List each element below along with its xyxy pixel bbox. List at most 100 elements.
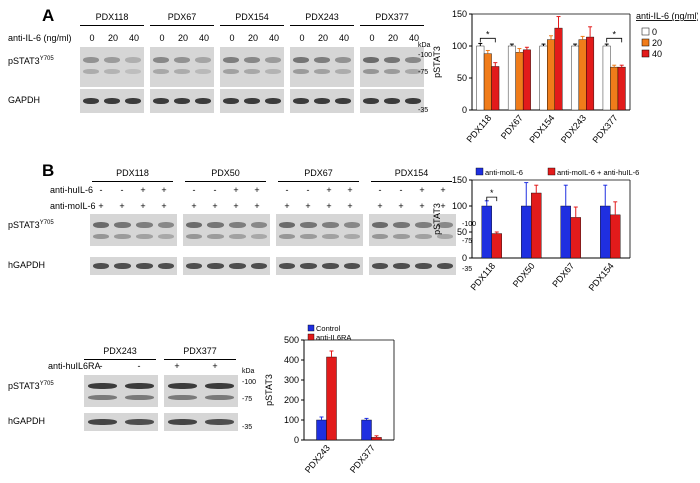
panel-b-pstat3-blot-band <box>207 222 224 228</box>
panel-c-row-pstat3: pSTAT3Y705 <box>8 381 54 391</box>
panel-b-pstat3-blot-band <box>278 222 296 228</box>
panel-b-sign: - <box>306 185 310 195</box>
panel-b-sample-underline <box>371 181 452 182</box>
panel-b-pstat3-blot-band <box>371 234 389 239</box>
panel-b-row-pstat3: pSTAT3Y705 <box>8 220 54 230</box>
panel-b-sample-label: PDX118 <box>116 168 149 178</box>
panel-a-gapdh-blot <box>80 89 144 113</box>
category-label: PDX67 <box>550 261 576 289</box>
panel-b-pstat3-blot <box>276 214 363 246</box>
panel-a-sample-underline <box>220 25 284 26</box>
panel-b-pstat3-blot-band <box>136 234 153 239</box>
bar <box>570 217 581 259</box>
panel-a-gapdh-blot <box>220 89 284 113</box>
panel-b-gapdh-blot-band <box>278 263 296 269</box>
bar <box>491 233 502 259</box>
category-label: PDX118 <box>469 261 498 293</box>
panel-b-pstat3-blot-band <box>278 234 296 239</box>
panel-b-sign: + <box>284 201 290 211</box>
bar <box>507 45 516 111</box>
significance-star: * <box>490 188 494 198</box>
panel-b-sample-label: PDX50 <box>211 168 240 178</box>
panel-b-marker: -75 <box>462 238 473 245</box>
panel-a-pstat3-blot-band <box>383 69 401 74</box>
panel-a-gapdh-blot <box>290 89 354 113</box>
panel-b-sign: + <box>254 201 260 211</box>
panel-a-marker: -75 <box>418 69 429 76</box>
panel-c-gapdh-blot-band <box>168 419 197 425</box>
panel-a-dose: 0 <box>159 33 165 43</box>
panel-a-dose: 0 <box>229 33 235 43</box>
panel-b-gapdh-blot-band <box>229 263 246 269</box>
bar <box>571 45 580 111</box>
category-label: PDX154 <box>587 261 616 293</box>
panel-b-sign: + <box>161 185 167 195</box>
legend-swatch <box>307 324 315 332</box>
legend-swatch <box>547 167 556 176</box>
bar <box>371 437 382 441</box>
panel-a-pstat3-blot-band <box>292 57 309 63</box>
panel-b-sample-label: PDX154 <box>394 168 429 178</box>
bar <box>531 192 542 259</box>
panel-b-sign: + <box>140 201 146 211</box>
category-label: PDX67 <box>499 113 525 141</box>
panel-c-row-hgapdh: hGAPDH <box>8 416 45 426</box>
panel-b-gapdh-blot-band <box>415 263 432 269</box>
panel-a-pstat3-blot-band <box>265 57 282 63</box>
category-label: PDX50 <box>511 261 537 289</box>
bar <box>600 205 611 259</box>
panel-c-sample-label: PDX243 <box>103 346 137 356</box>
y-tick-label: 0 <box>462 105 467 115</box>
panel-b-gapdh-blot-band <box>371 263 389 269</box>
panel-a-pstat3-blot-band <box>405 69 422 74</box>
panel-b-pstat3-blot-band <box>207 234 224 239</box>
panel-c-row-hgapdh-text: hGAPDH <box>8 416 46 426</box>
panel-b-pstat3-blot-band <box>322 234 339 239</box>
category-label: PDX243 <box>559 113 588 145</box>
panel-a-pstat3-blot-band <box>195 57 212 63</box>
panel-a-pstat3-blot <box>80 47 144 87</box>
legend-swatch <box>307 333 315 341</box>
y-tick-label: 100 <box>452 41 467 51</box>
legend-label: 20 <box>652 38 662 48</box>
panel-a-gapdh-blot <box>360 89 424 113</box>
panel-b-gapdh-blot-band <box>436 263 454 269</box>
panel-b-pstat3-blot-band <box>436 234 454 239</box>
bar <box>539 45 548 111</box>
panel-b-sign: + <box>161 201 167 211</box>
panel-c-pstat3-blot <box>164 375 238 407</box>
panel-a-pstat3-blot-band <box>152 69 169 74</box>
panel-c-gapdh-blot-band <box>205 419 234 425</box>
panel-a-gapdh-blot-band <box>362 98 379 104</box>
panel-b-treat-label: anti-huIL-6 <box>50 185 94 195</box>
panel-a-pstat3-blot-band <box>222 57 239 63</box>
panel-a-dose: 20 <box>107 33 118 43</box>
panel-a-row-pstat3: pSTAT3Y705 <box>8 56 54 66</box>
panel-c-pstat3-blot-band <box>205 383 234 389</box>
panel-c-sample-label: PDX377 <box>183 346 217 356</box>
bar <box>326 356 337 441</box>
legend-label: anti-moIL-6 <box>485 168 523 177</box>
panel-c-marker: -100 <box>242 379 257 386</box>
significance-bracket <box>486 196 498 202</box>
panel-b-sign: + <box>305 201 311 211</box>
panel-b-marker: -35 <box>462 266 473 273</box>
bar <box>316 419 327 441</box>
panel-b-pstat3-blot-band <box>136 222 153 228</box>
panel-b-sign: + <box>419 201 425 211</box>
panel-b-sign: + <box>440 201 446 211</box>
panel-c-gapdh-blot <box>84 413 158 431</box>
panel-a-letter: A <box>42 6 55 25</box>
panel-a-dose: 20 <box>387 33 398 43</box>
bar <box>521 205 532 259</box>
panel-c-pstat3-blot-band <box>205 395 234 400</box>
panel-b-gapdh-blot-band <box>92 263 110 269</box>
panel-a-pstat3-blot-band <box>125 57 142 63</box>
panel-b-sample-label: PDX67 <box>304 168 333 178</box>
bar <box>610 214 621 259</box>
panel-b-pstat3-blot-band <box>393 234 410 239</box>
panel-a-pstat3-blot-band <box>82 69 99 74</box>
panel-b-sample-underline <box>185 181 266 182</box>
panel-a-sample-underline <box>80 25 144 26</box>
legend-label: 0 <box>652 27 657 37</box>
